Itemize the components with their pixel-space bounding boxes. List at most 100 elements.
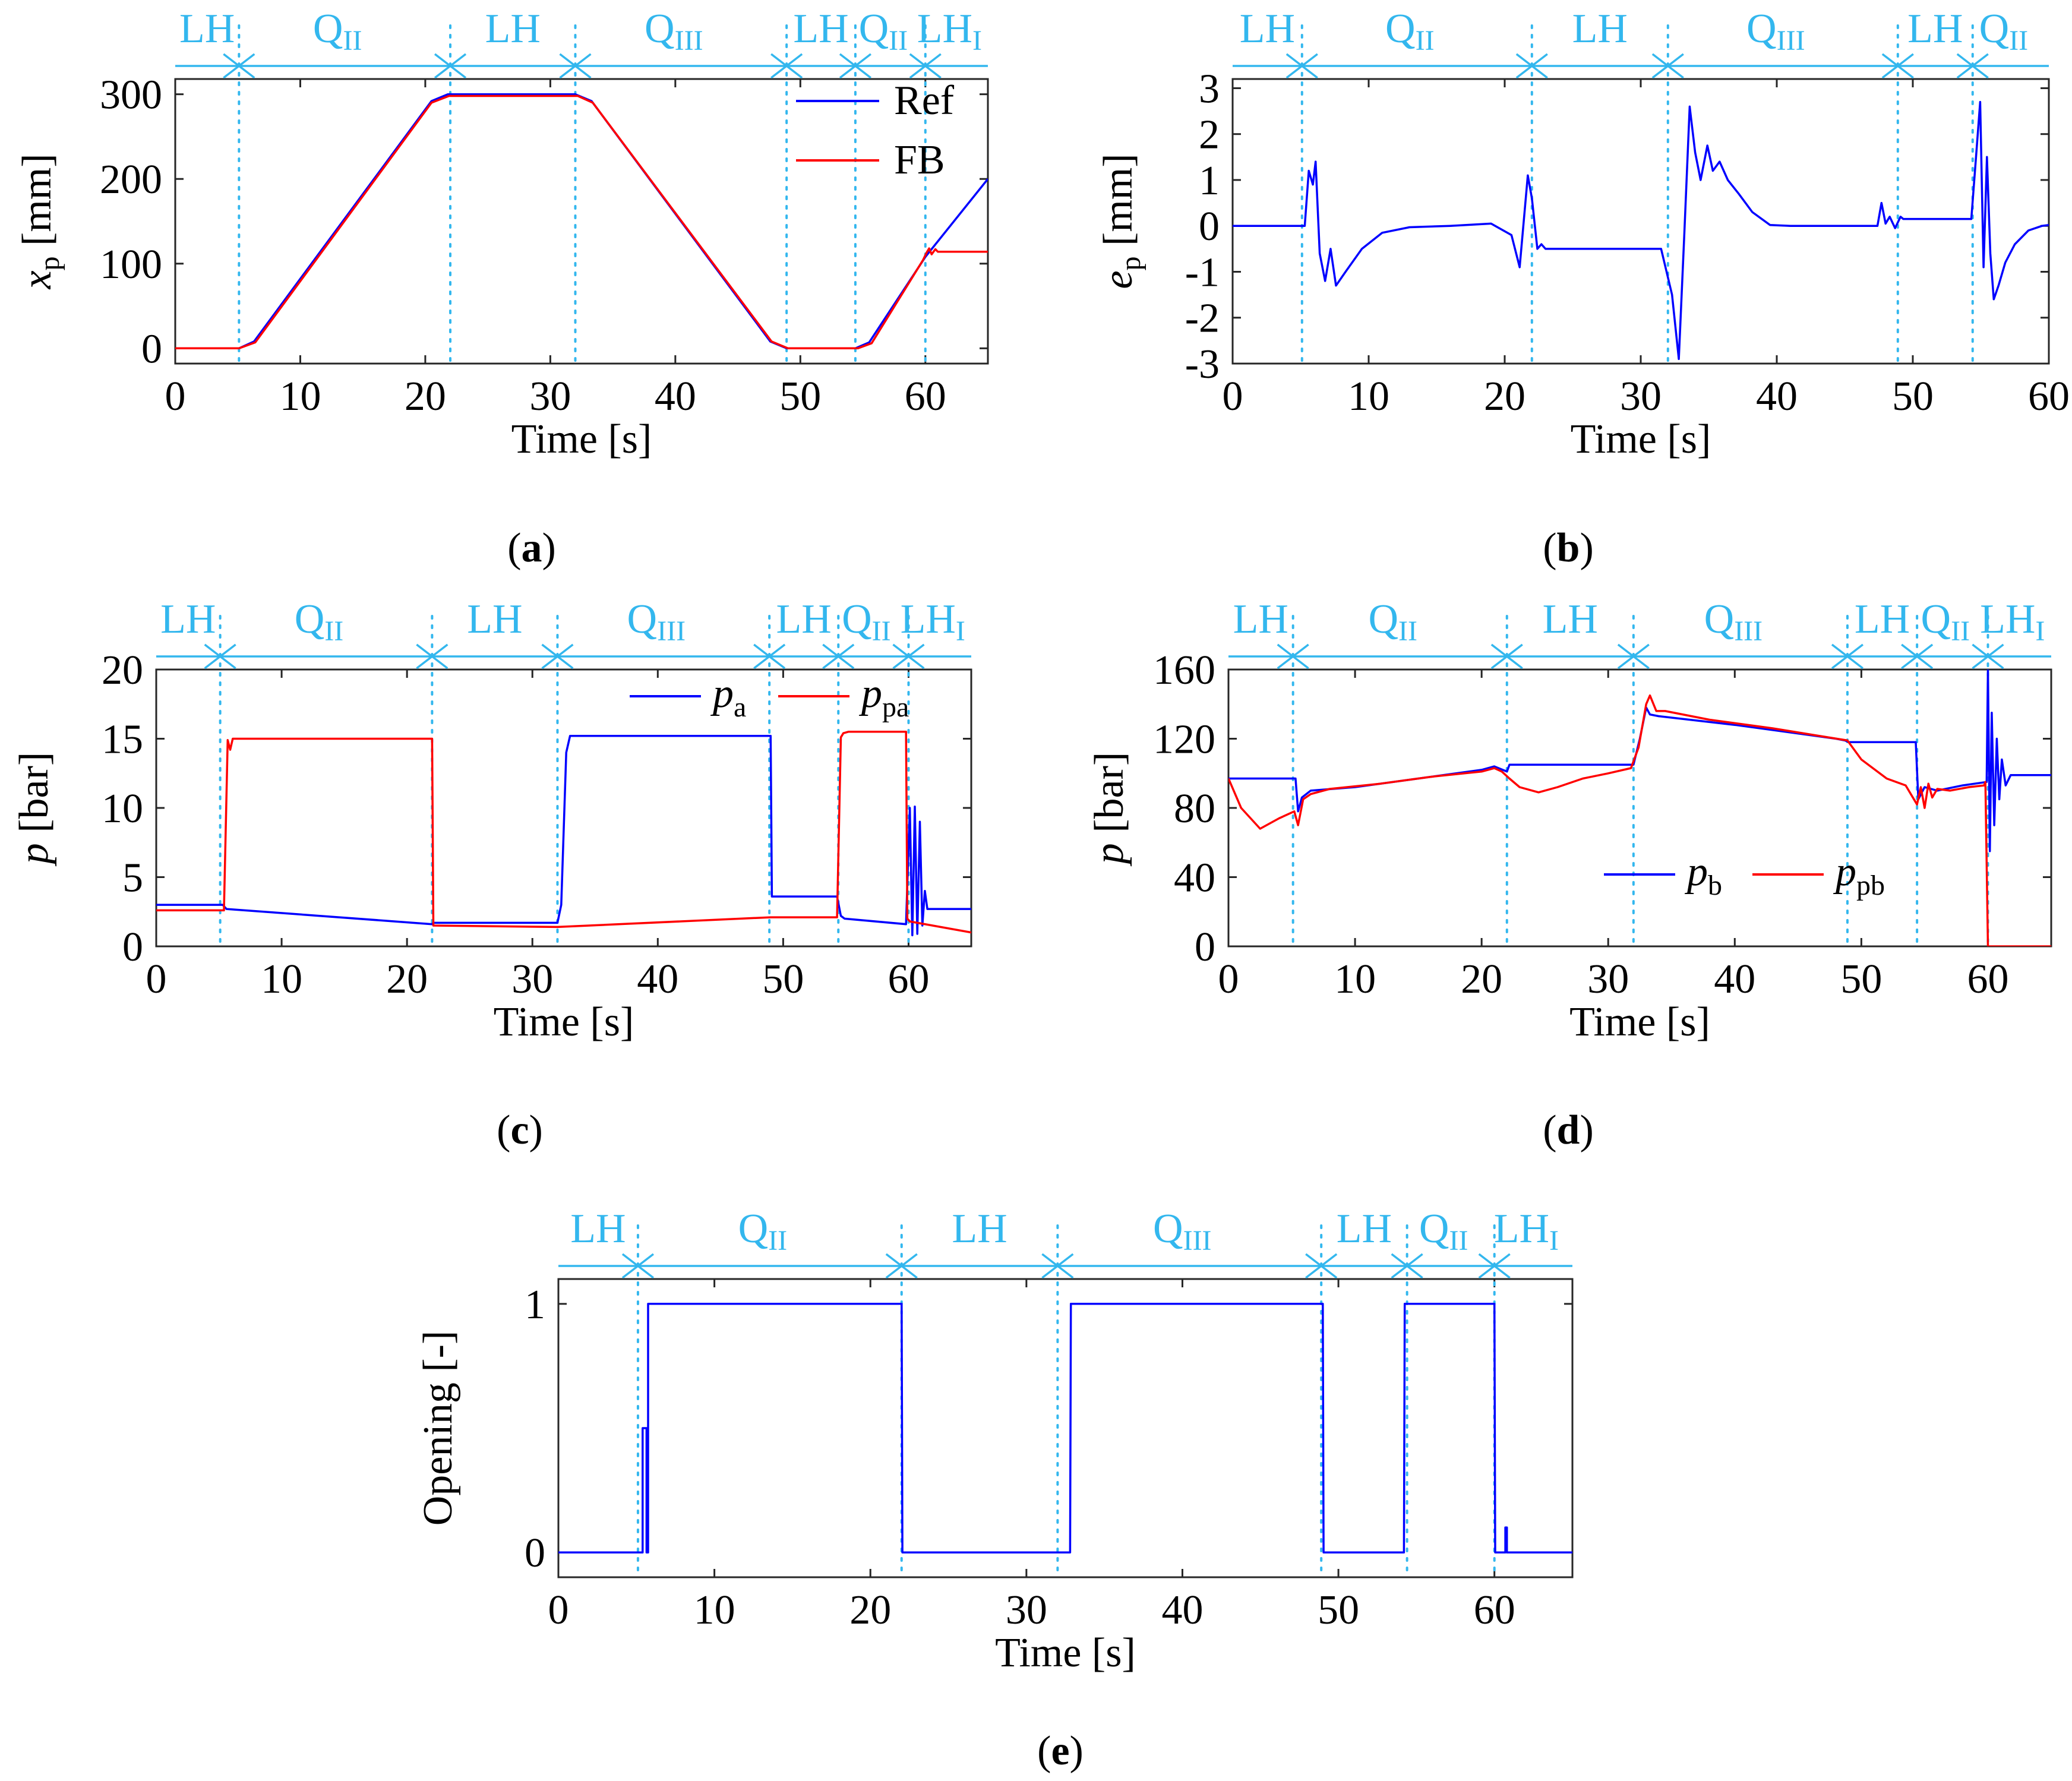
phase-label-main: LH (1240, 6, 1295, 52)
phase-arrowhead-left (785, 53, 803, 79)
phase-label-main: LH (1572, 6, 1628, 52)
phase-arrowhead-left (1896, 53, 1914, 79)
series-line-fb (175, 94, 988, 350)
legend-label: ppa (858, 671, 909, 723)
phase-label: QII (738, 1206, 788, 1256)
phase-label-sub: I (1549, 1225, 1559, 1256)
series-line-p-b (1228, 670, 2051, 852)
phase-label-main: Q (1385, 6, 1416, 52)
y-axis-label-symbol: e (1095, 270, 1141, 289)
phase-annotation: LH (1228, 596, 1295, 670)
y-tick-label: 200 (100, 157, 162, 203)
phase-annotation: LHI (1492, 1206, 1572, 1279)
legend-label-symbol: p (1684, 849, 1708, 895)
phase-arrowhead-left (923, 53, 942, 79)
phase-annotation: LH (175, 6, 241, 79)
phase-label: LH (776, 596, 832, 642)
x-tick-label: 60 (905, 374, 946, 419)
y-tick-label: -3 (1185, 342, 1220, 387)
phase-arrowhead-left (636, 1253, 655, 1279)
phase-label: LHI (917, 6, 982, 56)
panel-caption: (d) (1543, 1107, 1594, 1153)
phase-annotation: LH (430, 596, 560, 670)
phase-label-sub: II (1416, 25, 1435, 56)
phase-label-main: LH (952, 1206, 1007, 1252)
x-tick-label: 50 (1892, 374, 1934, 419)
y-tick-label: 0 (141, 326, 162, 372)
y-axis-label-sub: p (1115, 256, 1146, 270)
x-tick-label: 20 (1461, 956, 1502, 1002)
phase-arrowhead-left (907, 643, 925, 670)
phase-annotation: LH (1505, 596, 1635, 670)
phase-label-main: LH (901, 596, 956, 642)
phase-annotation: QII (1970, 6, 2049, 79)
x-tick-label: 0 (548, 1587, 569, 1633)
x-tick-label: 50 (762, 956, 804, 1002)
phase-arrowhead-left (767, 643, 786, 670)
phase-label-sub: II (1951, 615, 1970, 647)
y-tick-label: 10 (102, 786, 143, 832)
legend-label-sub: pa (882, 691, 909, 723)
phase-label: LH (160, 596, 216, 642)
phase-annotation: QII (836, 596, 911, 670)
phase-label-sub: I (972, 25, 982, 56)
phase-annotation: LH (899, 1206, 1060, 1279)
panel-caption: (c) (497, 1107, 543, 1153)
y-tick-label: 15 (102, 717, 143, 763)
x-tick-label: 0 (146, 956, 167, 1002)
phase-label-main: Q (738, 1206, 769, 1252)
x-axis-label: Time [s] (1571, 416, 1711, 462)
phase-label: LHI (901, 596, 965, 647)
x-tick-label: 60 (1967, 956, 2008, 1002)
legend-label-sub: pb (1856, 870, 1885, 901)
axes-box (174, 78, 989, 365)
phase-label-main: Q (1419, 1206, 1449, 1252)
phase-label-main: LH (1233, 596, 1288, 642)
y-axis-label-symbol: x (14, 270, 60, 289)
x-tick-label: 20 (405, 374, 446, 419)
legend-label: FB (894, 137, 945, 183)
phase-label-main: Q (1979, 6, 2010, 52)
phase-arrowhead-left (1056, 1253, 1074, 1279)
phase-label-main: LH (1980, 596, 2035, 642)
y-tick-label: 40 (1174, 855, 1215, 901)
legend-label: pb (1684, 849, 1722, 901)
phase-label-sub: II (872, 615, 891, 647)
phase-arrowhead-left (1986, 643, 2004, 670)
phase-label: LH (1855, 596, 1910, 642)
phase-label-main: LH (917, 6, 972, 52)
y-axis-label-unit: [bar] (1086, 752, 1132, 844)
phase-label: QII (1368, 596, 1417, 647)
phase-arrowhead-left (1530, 53, 1548, 79)
y-axis-label: p [bar] (11, 752, 57, 867)
x-tick-label: 30 (1587, 956, 1629, 1002)
y-tick-label: 80 (1174, 786, 1215, 832)
phase-arrowhead-left (1915, 643, 1934, 670)
phase-label-sub: III (1777, 25, 1805, 56)
x-axis-label: Time [s] (1569, 999, 1710, 1045)
panel-caption: (b) (1543, 525, 1594, 571)
phase-arrowhead-left (555, 643, 574, 670)
x-axis-label: Time [s] (511, 416, 652, 462)
axes-box (1231, 78, 2050, 365)
phase-label-main: Q (627, 596, 658, 642)
series-group (558, 1303, 1572, 1553)
legend-label: pa (710, 671, 746, 723)
phase-annotation: QIII (1666, 6, 1900, 79)
phase-arrowhead-left (1319, 1253, 1338, 1279)
phase-annotation: LH (1846, 596, 1919, 670)
phase-label-main: LH (1543, 596, 1598, 642)
phase-label: QII (1419, 1206, 1468, 1256)
panel-caption-letter: b (1557, 525, 1580, 571)
y-axis-label-unit: [bar] (11, 752, 57, 844)
series-group (156, 731, 971, 937)
x-tick-label: 0 (1218, 956, 1239, 1002)
panel-caption-letter: d (1557, 1107, 1580, 1153)
phase-arrowhead-left (899, 1253, 918, 1279)
phase-annotation: QIII (555, 596, 772, 670)
x-tick-label: 50 (1318, 1587, 1359, 1633)
x-tick-label: 0 (1223, 374, 1243, 419)
x-tick-label: 30 (1006, 1587, 1047, 1633)
x-tick-label: 30 (529, 374, 571, 419)
